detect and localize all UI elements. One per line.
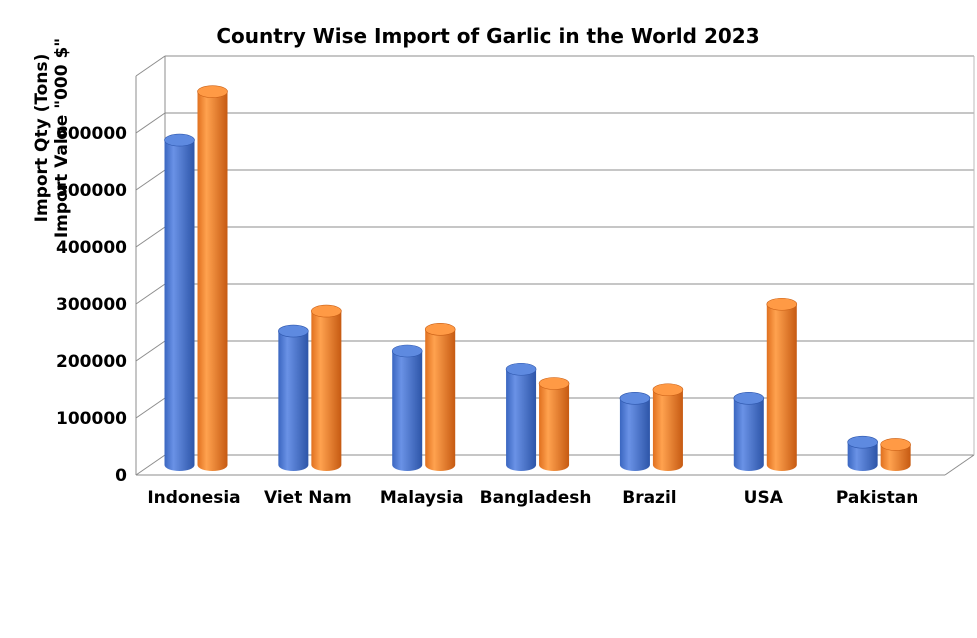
- bar-body: [311, 311, 342, 471]
- bar-body: [278, 331, 309, 471]
- bar-body: [733, 398, 764, 471]
- bar-top: [505, 362, 537, 376]
- labels: 0 100000 200000 300000 400000 500000 600000Imp…: [32, 38, 918, 508]
- x-tick-label: Brazil: [622, 488, 676, 508]
- grid-diagonal: [135, 283, 166, 305]
- bar-top: [164, 133, 195, 147]
- bar-body: [197, 91, 228, 472]
- x-tick-label: Pakistan: [836, 488, 918, 508]
- y-tick-label: 100000: [56, 409, 127, 429]
- grid-diagonal: [135, 55, 166, 77]
- bar-body: [880, 444, 911, 471]
- y-tick-label: 200000: [56, 352, 127, 372]
- bar-top: [424, 323, 456, 336]
- bar-top: [880, 438, 911, 451]
- bar-top: [619, 392, 651, 405]
- bar-body: [652, 389, 683, 471]
- y-tick-label: 500000: [56, 181, 127, 201]
- grid-diagonal: [135, 340, 166, 362]
- bar-top: [733, 392, 765, 405]
- y-axis-title: Import Value "000 $": [52, 38, 72, 238]
- grid-diagonal: [135, 169, 166, 191]
- bar-body: [766, 304, 797, 471]
- x-tick-label: USA: [744, 488, 784, 508]
- bar-body: [164, 140, 195, 471]
- grid-diagonal: [135, 112, 166, 134]
- bar-body: [425, 329, 456, 471]
- bar-body: [392, 351, 423, 471]
- bar-top: [391, 344, 423, 358]
- bar-body: [847, 442, 878, 471]
- bar-top: [197, 85, 228, 98]
- bar-viet-nam-series-2: [311, 304, 342, 471]
- bar-bangladesh-series-2: [538, 377, 570, 471]
- bars: [164, 85, 911, 472]
- bar-body: [539, 383, 570, 471]
- grid-diagonal: [135, 226, 166, 248]
- bar-brazil-series-1: [619, 392, 651, 471]
- bar-malaysia-series-2: [424, 323, 456, 471]
- bar-body: [619, 398, 650, 471]
- bar-pakistan-series-1: [847, 435, 878, 471]
- grid-diagonal: [135, 454, 166, 476]
- y-axis-title: Import Qty (Tons): [32, 54, 52, 223]
- x-tick-label: Viet Nam: [264, 488, 352, 508]
- bar-usa-series-2: [766, 297, 798, 471]
- bar-viet-nam-series-1: [278, 324, 309, 471]
- bar-top: [278, 324, 309, 338]
- bar-indonesia-series-2: [197, 85, 228, 472]
- bar-pakistan-series-2: [880, 438, 911, 471]
- y-tick-label: 600000: [56, 124, 127, 144]
- y-tick-label: 300000: [56, 295, 127, 315]
- bar-malaysia-series-1: [391, 344, 423, 471]
- bar-indonesia-series-1: [164, 133, 195, 471]
- bar-top: [652, 383, 684, 397]
- grid-diagonal: [135, 397, 166, 419]
- x-tick-label: Bangladesh: [480, 488, 592, 508]
- x-tick-label: Malaysia: [380, 488, 464, 508]
- bar-top: [311, 304, 342, 318]
- bar-brazil-series-2: [652, 383, 684, 471]
- bar-top: [538, 377, 570, 390]
- bar-body: [506, 369, 537, 471]
- bar-usa-series-1: [733, 392, 765, 471]
- bar-bangladesh-series-1: [505, 362, 537, 471]
- chart-title: Country Wise Import of Garlic in the Wor…: [216, 24, 759, 48]
- floor-right-edge: [944, 454, 975, 476]
- y-tick-label: 0: [115, 466, 127, 486]
- x-tick-label: Indonesia: [147, 488, 240, 508]
- bar-top: [766, 297, 798, 311]
- y-tick-label: 400000: [56, 238, 127, 258]
- bar-top: [847, 435, 878, 449]
